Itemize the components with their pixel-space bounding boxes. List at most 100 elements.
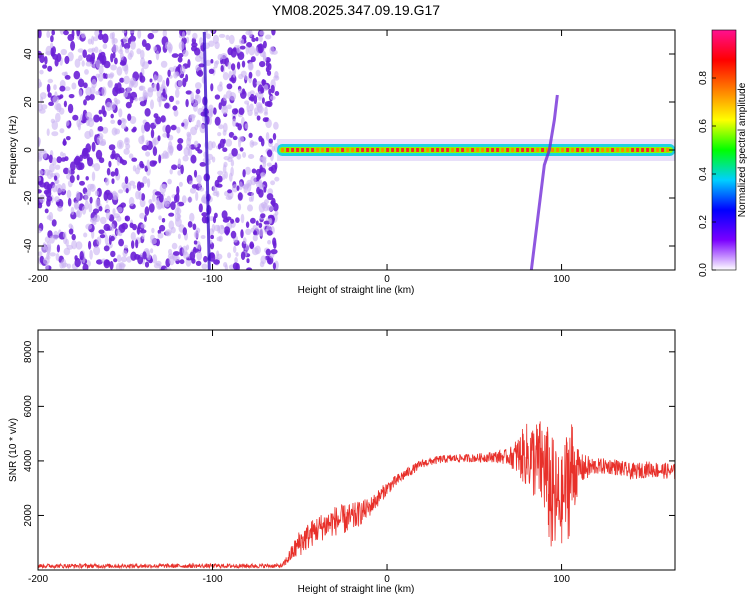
- spectrogram-noise-cell: [210, 59, 214, 64]
- spectrogram-noise-cell: [162, 30, 167, 38]
- spectrogram-noise-cell: [109, 260, 114, 270]
- carrier-peak: [651, 148, 655, 152]
- spectrogram-noise-cell: [99, 116, 103, 122]
- spectrogram-noise-cell: [264, 199, 269, 205]
- spectrogram-noise-cell: [98, 206, 103, 212]
- spectrogram-noise-cell: [266, 205, 274, 212]
- spectrogram-noise-cell: [50, 35, 54, 43]
- spectrogram-noise-cell: [148, 203, 155, 213]
- spectrogram-noise-cell: [217, 53, 223, 61]
- spectrogram-noise-cell: [236, 44, 241, 54]
- spectrogram-noise-cell: [84, 130, 92, 140]
- spectrogram-noise-cell: [47, 78, 54, 84]
- spectrogram-noise-cell: [245, 46, 249, 55]
- spectrogram-noise-cell: [51, 30, 55, 36]
- spectrogram-noise-cell: [89, 196, 93, 204]
- spectrogram-noise-cell: [39, 182, 47, 188]
- spectrogram-noise-cell: [253, 230, 258, 236]
- carrier-peak: [446, 148, 450, 152]
- spectrogram-noise-cell: [48, 154, 53, 164]
- spectrogram-noise-cell: [270, 180, 276, 186]
- spectrogram-noise-cell: [187, 196, 193, 203]
- carrier-peak: [351, 148, 355, 152]
- spectrogram-noise-cell: [151, 30, 159, 34]
- spectrogram-noise-cell: [191, 184, 198, 189]
- spectrogram-noise-cell: [210, 234, 215, 240]
- spectrogram-noise-cell: [229, 92, 237, 101]
- carrier-peak: [636, 148, 640, 152]
- spectrogram-noise-cell: [167, 178, 172, 185]
- spectrogram-noise-cell: [168, 220, 175, 230]
- spectrogram-noise-cell: [102, 43, 108, 50]
- spectrogram-noise-cell: [218, 224, 225, 235]
- spectrogram-noise-cell: [223, 94, 227, 102]
- spectrogram-noise-cell: [131, 157, 138, 162]
- spectrogram-noise-cell: [246, 267, 253, 270]
- spectrogram-noise-cell: [182, 155, 189, 162]
- spectrogram-noise-cell: [145, 139, 150, 146]
- spectrogram-noise-cell: [103, 191, 108, 201]
- carrier-peak: [476, 148, 480, 152]
- spectrogram-noise-cell: [258, 179, 263, 190]
- spectrogram-noise-cell: [264, 106, 268, 115]
- spectrogram-noise-cell: [230, 230, 237, 239]
- spectrogram-noise-cell: [91, 78, 97, 89]
- spectrogram-noise-cell: [266, 230, 273, 236]
- spectrogram-noise-cell: [220, 65, 224, 72]
- spectrogram-marks: [38, 30, 675, 270]
- spectrogram-noise-cell: [142, 176, 148, 184]
- spectrogram-noise-cell: [72, 114, 79, 121]
- spectrogram-noise-cell: [147, 60, 152, 65]
- spectrogram-noise-cell: [103, 60, 111, 69]
- spectrogram-noise-cell: [192, 223, 197, 231]
- spectrogram-noise-cell: [56, 244, 61, 253]
- spectrogram-noise-cell: [145, 151, 151, 157]
- spectrogram-noise-cell: [106, 167, 111, 176]
- spectrogram-noise-cell: [108, 160, 112, 168]
- spectrogram-noise-cell: [242, 151, 247, 158]
- spectrogram-noise-cell: [117, 206, 123, 213]
- carrier-peak: [326, 148, 330, 152]
- spectrogram-noise-cell: [172, 105, 178, 111]
- spectrogram-noise-cell: [125, 101, 132, 109]
- spectrogram-noise-cell: [122, 36, 129, 44]
- spectrogram-noise-cell: [42, 257, 50, 265]
- spectrogram-noise-cell: [197, 69, 204, 77]
- spectrogram-noise-cell: [259, 61, 266, 68]
- spectrogram-noise-cell: [256, 174, 262, 180]
- spectrogram-noise-cell: [116, 254, 122, 263]
- spectrogram-slant-feature: [529, 94, 559, 270]
- carrier-peak: [386, 148, 390, 152]
- spectrogram-noise-cell: [199, 124, 206, 134]
- spectrogram-noise-cell: [75, 241, 83, 250]
- spectrogram-noise-cell: [66, 189, 72, 199]
- spectrogram-noise-cell: [239, 45, 246, 50]
- snr-xtick-label: 0: [384, 574, 390, 585]
- colorbar-tick-label: 0.2: [698, 215, 709, 229]
- spectrogram-noise-cell: [47, 65, 53, 72]
- spectrogram-streak: [202, 31, 211, 270]
- spectrogram-noise-cell: [171, 164, 178, 170]
- spectrogram-noise-cell: [248, 132, 253, 138]
- spectrogram-noise-cell: [87, 117, 95, 128]
- carrier-peak: [346, 148, 350, 152]
- spectrogram-noise-cell: [255, 69, 261, 77]
- spectrogram-noise-cell: [173, 251, 180, 256]
- spectrogram-noise-cell: [152, 138, 157, 148]
- snr-xtick-label: -200: [28, 574, 48, 585]
- spectrogram-noise-cell: [85, 86, 92, 96]
- spectrogram-noise-cell: [91, 171, 96, 182]
- spectrogram-noise-cell: [173, 255, 180, 261]
- spectrogram-noise-cell: [225, 195, 233, 200]
- spectrogram-noise-cell: [258, 227, 264, 237]
- spectrogram-noise-cell: [191, 42, 198, 48]
- carrier-peak: [401, 148, 405, 152]
- spectrogram-noise-cell: [230, 159, 235, 167]
- spectrogram-noise-cell: [274, 71, 279, 79]
- spectrogram-noise-cell: [142, 61, 149, 70]
- spectrogram-noise-cell: [147, 178, 151, 188]
- spectrogram-noise-cell: [112, 208, 116, 215]
- spectrogram-noise-cell: [66, 263, 71, 269]
- spectrogram-noise-cell: [216, 250, 220, 257]
